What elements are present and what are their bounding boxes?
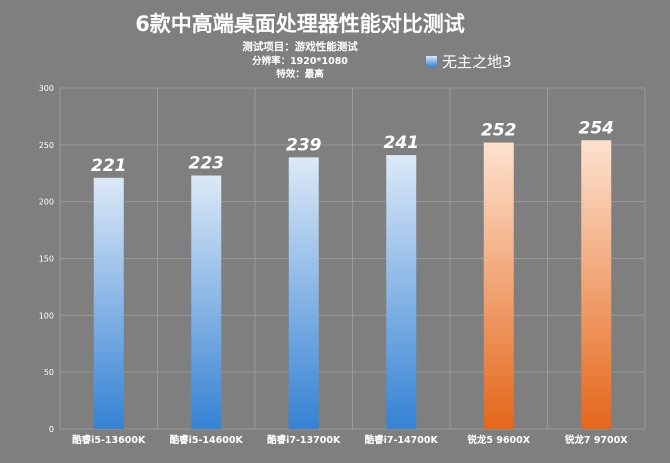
legend-label: 无主之地3 — [442, 53, 512, 71]
bar — [386, 155, 417, 429]
data-label: 241 — [384, 133, 420, 153]
labels: 0 50 100 150 200 250 300 221 酷睿i5-13600K 223 酷睿i5-… — [39, 84, 629, 446]
chart-subtitle-1: 测试项目：游戏性能测试 — [242, 40, 358, 53]
data-label: 239 — [286, 135, 322, 155]
data-label: 223 — [189, 154, 225, 174]
legend: 无主之地3 — [426, 53, 512, 71]
data-label: 254 — [579, 118, 615, 138]
legend-swatch — [426, 56, 437, 67]
bars — [93, 140, 612, 429]
bar — [483, 142, 514, 429]
x-tick-label: 锐龙7 9700X — [565, 434, 628, 446]
y-tick-label: 50 — [44, 368, 54, 377]
y-tick-label: 250 — [39, 141, 54, 150]
y-tick-label: 150 — [39, 255, 54, 264]
x-tick-label: 酷睿i7-13700K — [267, 434, 341, 446]
data-label: 221 — [91, 156, 127, 176]
x-tick-label: 锐龙5 9600X — [467, 434, 530, 446]
x-tick-label: 酷睿i7-14700K — [365, 434, 439, 446]
y-tick-label: 300 — [39, 84, 54, 93]
data-label: 252 — [481, 121, 517, 141]
bar — [93, 177, 124, 429]
chart-subtitle-3: 特效：最高 — [276, 68, 324, 80]
chart-subtitle-2: 分辨率：1920*1080 — [252, 55, 348, 67]
y-tick-label: 200 — [39, 198, 54, 207]
bar — [191, 175, 222, 429]
y-tick-label: 100 — [39, 311, 54, 320]
grid — [59, 87, 646, 430]
bar — [288, 157, 319, 429]
bar — [581, 140, 612, 429]
chart-title: 6款中高端桌面处理器性能对比测试 — [135, 12, 465, 36]
y-tick-label: 0 — [49, 425, 54, 434]
x-tick-label: 酷睿i5-13600K — [72, 434, 146, 446]
x-tick-label: 酷睿i5-14600K — [170, 434, 244, 446]
